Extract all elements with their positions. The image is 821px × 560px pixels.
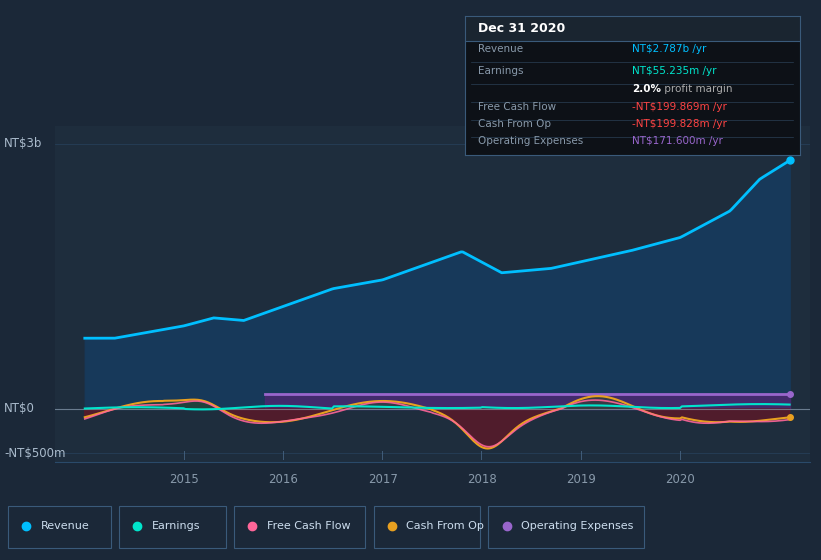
Text: 2020: 2020 bbox=[666, 473, 695, 486]
Text: NT$55.235m /yr: NT$55.235m /yr bbox=[632, 66, 717, 76]
Text: profit margin: profit margin bbox=[661, 85, 732, 94]
Text: |: | bbox=[381, 451, 384, 460]
Text: |: | bbox=[580, 451, 583, 460]
Text: |: | bbox=[282, 451, 285, 460]
Text: Dec 31 2020: Dec 31 2020 bbox=[478, 22, 566, 35]
Bar bbox=[465, 16, 800, 41]
Text: 2018: 2018 bbox=[467, 473, 497, 486]
Text: |: | bbox=[480, 451, 484, 460]
Text: 2017: 2017 bbox=[368, 473, 397, 486]
Text: Free Cash Flow: Free Cash Flow bbox=[478, 102, 556, 113]
Text: -NT$199.828m /yr: -NT$199.828m /yr bbox=[632, 119, 727, 129]
Text: NT$2.787b /yr: NT$2.787b /yr bbox=[632, 44, 707, 54]
Text: NT$3b: NT$3b bbox=[4, 137, 43, 150]
Text: 2016: 2016 bbox=[268, 473, 298, 486]
Text: Cash From Op: Cash From Op bbox=[478, 119, 551, 129]
Text: -NT$199.869m /yr: -NT$199.869m /yr bbox=[632, 102, 727, 113]
Text: 2015: 2015 bbox=[169, 473, 199, 486]
Text: Cash From Op: Cash From Op bbox=[406, 521, 484, 531]
Text: Revenue: Revenue bbox=[478, 44, 523, 54]
Text: 2019: 2019 bbox=[566, 473, 596, 486]
Text: Revenue: Revenue bbox=[41, 521, 89, 531]
Text: Operating Expenses: Operating Expenses bbox=[478, 136, 584, 146]
Text: -NT$500m: -NT$500m bbox=[4, 447, 66, 460]
Text: Earnings: Earnings bbox=[152, 521, 200, 531]
Text: Free Cash Flow: Free Cash Flow bbox=[267, 521, 351, 531]
Text: NT$171.600m /yr: NT$171.600m /yr bbox=[632, 136, 723, 146]
Text: |: | bbox=[679, 451, 682, 460]
Text: 2.0%: 2.0% bbox=[632, 85, 661, 94]
Text: NT$0: NT$0 bbox=[4, 403, 35, 416]
Text: Operating Expenses: Operating Expenses bbox=[521, 521, 634, 531]
Text: |: | bbox=[182, 451, 186, 460]
Text: Earnings: Earnings bbox=[478, 66, 524, 76]
